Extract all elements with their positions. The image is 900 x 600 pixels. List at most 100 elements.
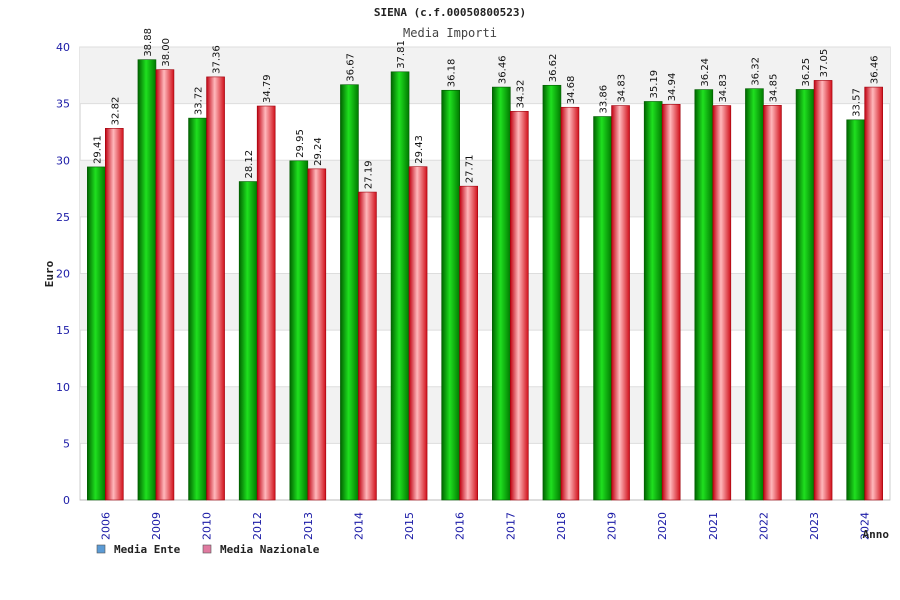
data-label: 29.41 bbox=[92, 135, 103, 164]
bar-media-ente-2017 bbox=[492, 86, 511, 501]
bar-media-nazionale-2013 bbox=[307, 168, 327, 501]
bar-media-nazionale-2012 bbox=[256, 105, 276, 501]
data-label: 33.86 bbox=[599, 85, 610, 114]
bars bbox=[87, 59, 883, 501]
y-tick-label: 20 bbox=[56, 268, 70, 281]
y-tick-label: 5 bbox=[63, 437, 70, 450]
x-tick-label: 2010 bbox=[201, 512, 214, 540]
legend-label-media-ente: Media Ente bbox=[114, 543, 181, 556]
bar-media-nazionale-2022 bbox=[763, 105, 782, 501]
legend-label-media-nazionale: Media Nazionale bbox=[220, 543, 320, 556]
bar-media-nazionale-2018 bbox=[560, 106, 580, 501]
legend-swatch-media-nazionale bbox=[202, 544, 212, 554]
bar-media-ente-2010 bbox=[188, 117, 207, 501]
x-tick-label: 2016 bbox=[454, 512, 467, 540]
bar-media-ente-2012 bbox=[238, 181, 258, 501]
x-tick-label: 2017 bbox=[504, 512, 517, 540]
data-label: 36.18 bbox=[447, 59, 458, 88]
y-tick-label: 25 bbox=[56, 211, 70, 224]
data-label: 36.32 bbox=[750, 57, 761, 86]
x-tick-label: 2015 bbox=[403, 512, 416, 540]
x-tick-label: 2012 bbox=[251, 512, 264, 540]
data-label: 29.24 bbox=[313, 137, 324, 166]
y-axis-label: Euro bbox=[43, 260, 56, 287]
bar-media-ente-2013 bbox=[289, 160, 309, 501]
data-label: 37.36 bbox=[212, 45, 223, 74]
legend: Media Ente Media Nazionale bbox=[96, 543, 320, 556]
bar-media-ente-2014 bbox=[340, 84, 359, 501]
bar-media-ente-2024 bbox=[846, 119, 865, 501]
data-label: 36.67 bbox=[345, 53, 356, 82]
data-label: 36.24 bbox=[700, 58, 711, 87]
bar-media-nazionale-2010 bbox=[206, 76, 225, 501]
data-label: 32.82 bbox=[110, 97, 121, 126]
bar-media-ente-2015 bbox=[390, 71, 410, 501]
bar-media-nazionale-2021 bbox=[712, 105, 732, 501]
data-label: 29.95 bbox=[295, 129, 306, 158]
bar-media-ente-2020 bbox=[643, 101, 663, 501]
x-tick-label: 2020 bbox=[656, 512, 669, 540]
bar-media-nazionale-2023 bbox=[813, 80, 833, 501]
y-tick-label: 35 bbox=[56, 98, 70, 111]
bar-media-ente-2006 bbox=[87, 166, 106, 501]
bar-media-ente-2016 bbox=[441, 89, 460, 501]
data-label: 38.00 bbox=[161, 38, 172, 67]
data-label: 36.25 bbox=[801, 58, 812, 87]
data-label: 36.46 bbox=[497, 55, 508, 84]
data-label: 28.12 bbox=[244, 150, 255, 179]
bar-media-nazionale-2020 bbox=[661, 104, 681, 501]
chart-subtitle: Media Importi bbox=[403, 26, 497, 40]
x-tick-label: 2022 bbox=[757, 512, 770, 540]
x-axis-ticks: 2006 2009 2010 2012 2013 2014 2015 2016 2017 2018… bbox=[99, 512, 871, 540]
x-tick-label: 2009 bbox=[150, 512, 163, 540]
data-label: 37.05 bbox=[819, 49, 830, 78]
bar-media-ente-2023 bbox=[795, 89, 815, 501]
x-tick-label: 2006 bbox=[99, 512, 112, 540]
x-tick-label: 2021 bbox=[707, 512, 720, 540]
bar-media-ente-2021 bbox=[694, 89, 714, 501]
x-tick-label: 2014 bbox=[352, 512, 365, 540]
x-tick-label: 2023 bbox=[808, 512, 821, 540]
data-label: 36.62 bbox=[548, 54, 559, 83]
bar-media-nazionale-2019 bbox=[611, 105, 630, 501]
bar-media-nazionale-2009 bbox=[155, 69, 175, 501]
data-label: 34.83 bbox=[617, 74, 628, 103]
bar-media-ente-2019 bbox=[593, 116, 612, 501]
data-label: 34.94 bbox=[667, 73, 678, 102]
bar-media-ente-2022 bbox=[745, 88, 764, 501]
bar-media-nazionale-2006 bbox=[105, 128, 124, 501]
x-axis-label: Anno bbox=[863, 528, 890, 541]
x-tick-label: 2013 bbox=[302, 512, 315, 540]
data-label: 33.72 bbox=[194, 86, 205, 115]
data-label: 37.81 bbox=[396, 40, 407, 69]
data-label: 29.43 bbox=[414, 135, 425, 164]
data-label: 36.46 bbox=[870, 55, 881, 84]
y-tick-label: 40 bbox=[56, 41, 70, 54]
data-label: 34.32 bbox=[515, 80, 526, 109]
data-label: 34.83 bbox=[718, 74, 729, 103]
x-tick-label: 2024 bbox=[859, 512, 872, 540]
bar-media-nazionale-2014 bbox=[358, 191, 377, 501]
y-tick-label: 15 bbox=[56, 324, 70, 337]
y-tick-label: 30 bbox=[56, 154, 70, 167]
x-tick-label: 2018 bbox=[555, 512, 568, 540]
data-label: 27.19 bbox=[363, 160, 374, 189]
data-labels: 29.41 32.82 38.88 38.00 33.72 37.36 28.12 34.79… bbox=[92, 28, 880, 189]
bar-media-nazionale-2015 bbox=[408, 166, 428, 501]
data-label: 35.19 bbox=[649, 70, 660, 99]
y-axis-ticks: 0 5 10 15 20 25 30 35 40 bbox=[56, 41, 70, 507]
data-label: 38.88 bbox=[143, 28, 154, 57]
bar-media-ente-2018 bbox=[542, 84, 562, 501]
bar-media-nazionale-2024 bbox=[864, 86, 883, 501]
bar-media-nazionale-2017 bbox=[510, 111, 529, 501]
bar-media-ente-2009 bbox=[137, 59, 157, 501]
bar-media-nazionale-2016 bbox=[459, 185, 478, 501]
data-label: 33.57 bbox=[852, 88, 863, 117]
y-tick-label: 10 bbox=[56, 381, 70, 394]
data-label: 34.79 bbox=[262, 74, 273, 103]
chart-title: SIENA (c.f.00050800523) bbox=[374, 6, 526, 19]
x-tick-label: 2019 bbox=[606, 512, 619, 540]
legend-swatch-media-ente bbox=[96, 544, 106, 554]
y-tick-label: 0 bbox=[63, 494, 70, 507]
